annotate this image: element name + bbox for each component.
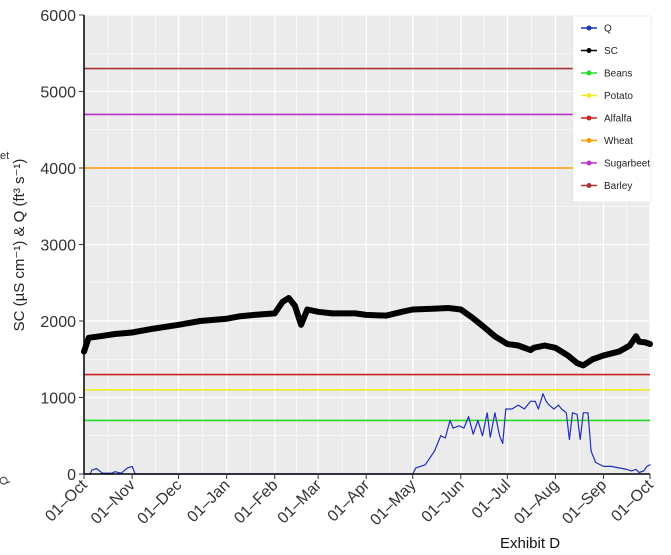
legend-key-dot — [586, 93, 592, 98]
legend-box — [572, 15, 652, 203]
x-tick-label: 01–May — [367, 477, 419, 529]
legend-key-dot — [586, 160, 592, 166]
legend-key-dot — [586, 70, 592, 76]
grid-lines — [83, 14, 651, 475]
x-tick-label: 01–Apr — [325, 476, 374, 525]
x-tick-label: 01–Feb — [231, 477, 281, 527]
legend-label: Alfalfa — [604, 114, 632, 125]
legend-key-dot — [586, 138, 592, 143]
x-tick-label: 01–Dec — [134, 477, 185, 528]
legend-label: Wheat — [604, 136, 633, 147]
y-tick-label: 4000 — [40, 161, 76, 178]
y-tick-label: 3000 — [40, 238, 76, 255]
legend-label: Beans — [604, 69, 632, 80]
x-tick-label: 01–Oct — [608, 476, 657, 525]
legend-key-dot — [586, 183, 592, 188]
legend-label: Sugarbeet — [604, 159, 650, 170]
x-tick-label: 01–Jun — [419, 477, 468, 526]
x-tick-label: 01–Nov — [88, 477, 139, 528]
x-tick-label: 01–Mar — [275, 476, 326, 527]
x-tick-label: 01–Aug — [511, 477, 562, 528]
y-tick-label: 6000 — [40, 8, 76, 25]
series-line-sc — [81, 295, 653, 369]
y-tick-label: 5000 — [40, 85, 76, 102]
exhibit-label: Exhibit D — [500, 535, 561, 552]
y-axis-label: SC (µS cm⁻¹) & Q (ft³ s⁻¹) — [11, 159, 28, 332]
legend-label: SC — [604, 46, 618, 57]
threshold-lines — [84, 67, 650, 422]
legend-key-dot — [586, 25, 592, 31]
legend-key-dot — [586, 48, 592, 53]
y-tick-label: 1000 — [40, 391, 76, 408]
y-tick-labels: 0 1000 2000 3000 4000 5000 6000 — [40, 8, 84, 484]
legend: Q SC Beans Potato Alfalfa Wheat Sugarbeet Barle… — [572, 15, 652, 203]
legend-label: Barley — [604, 181, 632, 192]
x-tick-label: 01–Sep — [559, 477, 610, 528]
clipped-left-text-top: et — [0, 150, 10, 162]
legend-label: Potato — [604, 91, 633, 102]
legend-key-dot — [586, 115, 592, 121]
y-tick-label: 2000 — [40, 314, 76, 331]
x-tick-label: 01–Jan — [184, 477, 233, 526]
legend-label: Q — [604, 24, 612, 35]
y-tick-label: 0 — [67, 467, 76, 484]
x-tick-label: 01–Jul — [469, 477, 514, 522]
